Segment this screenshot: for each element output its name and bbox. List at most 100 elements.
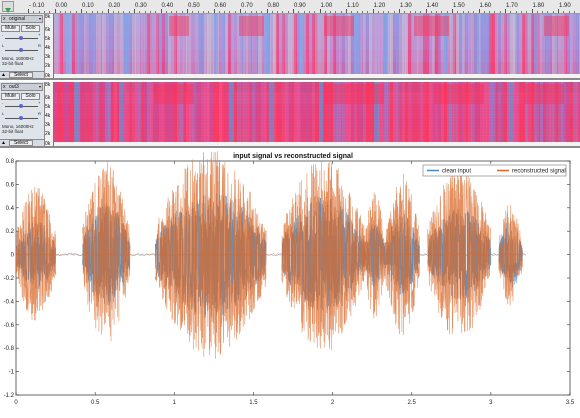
timeline-pin-button[interactable]	[2, 1, 14, 13]
timeline-tick-label: 1.70	[506, 3, 518, 9]
solo-button[interactable]: Solo	[21, 25, 40, 32]
timeline-tick-label: 0.20	[108, 3, 121, 9]
timeline-minor-tick	[536, 11, 538, 13]
track-name-bar[interactable]: x original ▾	[1, 15, 43, 23]
timeline-minor-tick	[86, 11, 88, 13]
timeline-minor-tick	[462, 11, 464, 13]
collapse-icon[interactable]: ▲	[1, 140, 6, 146]
timeline-minor-tick	[303, 11, 305, 13]
play-head-icon	[5, 8, 11, 13]
pan-slider-knob[interactable]	[19, 116, 23, 120]
legend-label: clean input	[442, 169, 471, 175]
freq-label: 0k	[45, 73, 51, 79]
series-baseline	[15, 252, 526, 257]
timeline-minor-tick	[118, 11, 120, 13]
freq-label: 4k	[45, 113, 51, 119]
chart-title: input signal vs reconstructed signal	[233, 153, 353, 160]
timeline-minor-tick	[181, 11, 183, 13]
y-tick-label: -1	[9, 370, 15, 376]
series-segment	[384, 173, 420, 336]
mute-button[interactable]: Mute	[1, 25, 20, 32]
chevron-down-icon[interactable]: ▾	[38, 84, 41, 89]
timeline-minor-tick	[467, 11, 469, 13]
timeline-minor-tick	[383, 11, 385, 13]
timeline-minor-tick	[65, 11, 67, 13]
spectrogram-out3[interactable]	[54, 82, 580, 146]
x-tick-label: 1.5	[249, 400, 258, 406]
freq-label: 3k	[45, 54, 51, 60]
pan-slider-knob[interactable]	[19, 48, 23, 52]
timeline-minor-tick	[356, 11, 358, 13]
track-name[interactable]: out3	[9, 84, 19, 90]
timeline-minor-tick	[224, 11, 226, 13]
timeline-tick-label: 1.10	[347, 3, 359, 9]
timeline-ruler[interactable]: - 0.10 0.00 0.10 0.20 0.30 0.40 0.50 0.60 0.70 0.…	[0, 0, 580, 14]
series-segment	[363, 192, 386, 319]
timeline-minor-tick	[351, 11, 353, 13]
select-button[interactable]: Select	[9, 72, 33, 78]
close-icon[interactable]: x	[3, 16, 6, 22]
select-button[interactable]: Select	[9, 140, 33, 146]
freq-label: 2k	[45, 131, 51, 137]
y-tick-label: -0.8	[4, 346, 15, 352]
timeline-minor-tick	[441, 11, 443, 13]
timeline-minor-tick	[573, 11, 575, 13]
close-icon[interactable]: x	[3, 84, 6, 90]
track-name[interactable]: original	[9, 16, 26, 22]
timeline-minor-tick	[102, 11, 104, 13]
timeline-tick	[240, 9, 241, 13]
freq-label: 4k	[45, 45, 51, 51]
pan-left-label: L	[2, 111, 5, 116]
solo-button[interactable]: Solo	[21, 93, 40, 100]
spectrogram-original[interactable]	[54, 14, 580, 78]
timeline-minor-tick	[218, 11, 220, 13]
gain-plus-label: +	[38, 32, 41, 37]
track-original[interactable]: x original ▾ Mute Solo - + L R Mono, 160…	[0, 14, 580, 80]
timeline-tick	[346, 9, 347, 13]
gain-plus-label: +	[38, 100, 41, 105]
timeline-minor-tick	[335, 11, 337, 13]
timeline-tick	[266, 9, 268, 13]
timeline-tick-label: 1.30	[400, 3, 412, 9]
frequency-ruler: 8k 6k 5k 4k 3k 2k 0k	[45, 14, 54, 79]
timeline-minor-tick	[250, 11, 252, 13]
waveform-comparison-figure: input signal vs reconstructed signal 0.8 0…	[0, 150, 580, 413]
timeline-minor-tick	[234, 11, 236, 13]
x-tick-label: 0.5	[91, 400, 100, 406]
timeline-minor-tick	[43, 11, 45, 13]
timeline-minor-tick	[112, 11, 114, 13]
timeline-minor-tick	[520, 11, 522, 13]
timeline-minor-tick	[261, 11, 263, 13]
timeline-minor-tick	[494, 11, 496, 13]
timeline-minor-tick	[128, 11, 130, 13]
track-out3[interactable]: x out3 ▾ Mute Solo - + L R Mono, 16000Hz…	[0, 82, 580, 148]
timeline-tick	[293, 9, 294, 13]
timeline-minor-tick	[542, 11, 544, 13]
timeline-minor-tick	[155, 11, 157, 13]
timeline-tick-label: 1.80	[532, 3, 545, 9]
timeline-tick-label: - 0.10	[29, 3, 45, 9]
timeline-tick-label: 1.40	[426, 3, 439, 9]
gain-slider-knob[interactable]	[19, 36, 23, 40]
timeline-minor-tick	[409, 11, 411, 13]
timeline-tick	[505, 9, 506, 13]
x-tick-label: 0	[14, 400, 18, 406]
mute-button[interactable]: Mute	[1, 93, 20, 100]
timeline-minor-tick	[436, 11, 438, 13]
timeline-tick-label: 0.30	[135, 3, 147, 9]
timeline-minor-tick	[149, 11, 151, 13]
x-tick-label: 2	[331, 400, 335, 406]
track-name-bar[interactable]: x out3 ▾	[1, 83, 43, 91]
freq-label: 8k	[45, 82, 51, 88]
track-bitdepth: 32-bit float	[2, 61, 24, 66]
timeline-minor-tick	[197, 11, 199, 13]
collapse-icon[interactable]: ▲	[1, 72, 6, 78]
timeline-minor-tick	[308, 11, 310, 13]
gain-slider-knob[interactable]	[19, 104, 23, 108]
chevron-down-icon[interactable]: ▾	[38, 16, 41, 21]
y-tick-label: 0	[11, 253, 15, 259]
timeline-minor-tick	[176, 11, 178, 13]
waveform-chart: input signal vs reconstructed signal 0.8 0…	[4, 151, 575, 406]
track-bottom-bar: ▲ Select	[0, 139, 44, 146]
timeline-minor-tick	[165, 11, 167, 13]
